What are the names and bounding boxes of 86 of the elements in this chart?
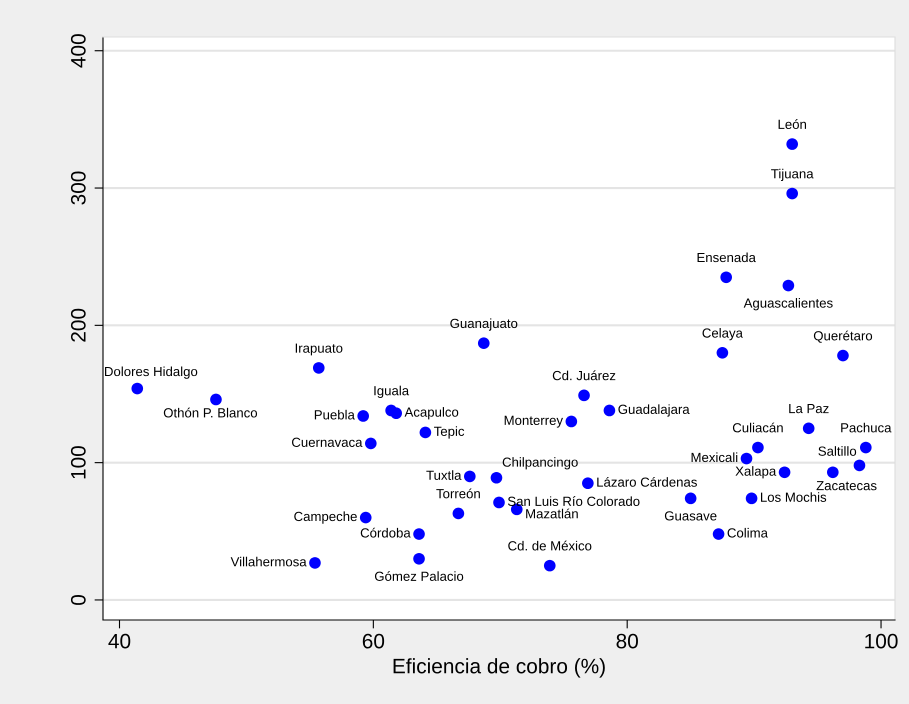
- point: [210, 394, 222, 406]
- annotation: Torreón: [436, 488, 480, 498]
- annotation: Cd. de México: [508, 540, 592, 551]
- point: [720, 271, 732, 284]
- annotation: Querétaro: [814, 330, 872, 343]
- annotation: Zacatecas: [816, 481, 877, 490]
- annotation: Irapuato: [296, 344, 342, 356]
- point: [604, 404, 616, 416]
- annotation: Cuernavaca: [292, 438, 362, 447]
- point: [544, 560, 556, 572]
- annotation: Culiacán: [732, 422, 783, 432]
- point: [740, 452, 752, 464]
- annotation: Monterrey: [504, 416, 563, 428]
- point: [312, 362, 325, 374]
- annotation: Gómez Palacio: [374, 571, 464, 581]
- x-tick-label: 40: [108, 634, 130, 648]
- x-tick-label: 80: [616, 634, 638, 648]
- point: [786, 188, 798, 200]
- point: [854, 460, 866, 472]
- annotation: Ensenada: [698, 252, 756, 262]
- point: [490, 472, 502, 484]
- annotation: Iguala: [374, 386, 410, 398]
- point: [493, 496, 505, 508]
- point: [712, 528, 724, 540]
- point: [413, 528, 425, 540]
- annotation: Puebla: [314, 410, 355, 420]
- annotation: Pachuca: [841, 422, 892, 432]
- annotation: Acapulco: [404, 407, 458, 420]
- point: [360, 512, 372, 524]
- annotation: Cd. Juárez: [552, 370, 616, 380]
- annotation: La Paz: [789, 404, 829, 414]
- point: [716, 346, 728, 359]
- annotation: Saltillo: [818, 446, 856, 456]
- point: [464, 470, 476, 482]
- y-tick-label: 400: [70, 34, 86, 68]
- point: [365, 438, 377, 450]
- annotation: Othón P. Blanco: [164, 408, 258, 418]
- point: [802, 422, 814, 434]
- annotation: Lázaro Cárdenas: [597, 476, 697, 487]
- point: [778, 466, 790, 478]
- annotation: Tuxtla: [426, 470, 462, 480]
- x-axis-title: Eficiencia de cobro (%): [394, 658, 605, 678]
- point: [860, 442, 872, 454]
- annotation: Campeche: [294, 511, 357, 524]
- point: [752, 442, 764, 454]
- annotation: Chilpancingo: [502, 457, 578, 470]
- point: [837, 350, 849, 362]
- point: [746, 492, 758, 504]
- annotation: Mazatlán: [526, 508, 578, 518]
- point: [390, 407, 402, 420]
- point: [309, 557, 321, 569]
- annotation: Guadalajara: [618, 404, 690, 417]
- annotation: San Luis Río Colorado: [508, 496, 640, 506]
- annotation: Villahermosa: [230, 556, 307, 566]
- point: [566, 416, 578, 428]
- point: [478, 337, 490, 349]
- point: [582, 477, 594, 490]
- annotation: León: [778, 119, 806, 129]
- annotation: Los Mochis: [760, 492, 826, 502]
- point: [827, 466, 839, 478]
- point: [131, 382, 144, 394]
- y-tick-label: 0: [70, 594, 86, 605]
- y-tick-label: 200: [70, 308, 86, 342]
- annotation: Dolores Hidalgo: [105, 366, 198, 379]
- x-tick-label: 60: [362, 634, 384, 648]
- y-tick-label: 100: [70, 446, 86, 478]
- annotation: Celaya: [702, 328, 743, 340]
- point: [413, 552, 425, 565]
- point: [684, 492, 696, 504]
- annotation: Córdoba: [360, 528, 411, 538]
- annotation: Tijuana: [771, 168, 814, 182]
- point: [420, 426, 432, 438]
- annotation: Tepic: [434, 426, 464, 439]
- annotation: Colima: [728, 528, 768, 538]
- point: [578, 390, 590, 402]
- annotation: Guanajuato: [450, 318, 518, 331]
- annotation: Aguascalientes: [744, 298, 833, 310]
- point: [452, 508, 464, 520]
- annotation: Mexicali: [692, 452, 738, 462]
- annotation: Xalapa: [735, 466, 776, 478]
- annotation: Guasave: [664, 511, 716, 521]
- x-tick-label: 100: [865, 634, 898, 648]
- point: [782, 280, 794, 292]
- point: [786, 138, 798, 150]
- point: [357, 410, 369, 422]
- y-tick-label: 300: [70, 171, 86, 205]
